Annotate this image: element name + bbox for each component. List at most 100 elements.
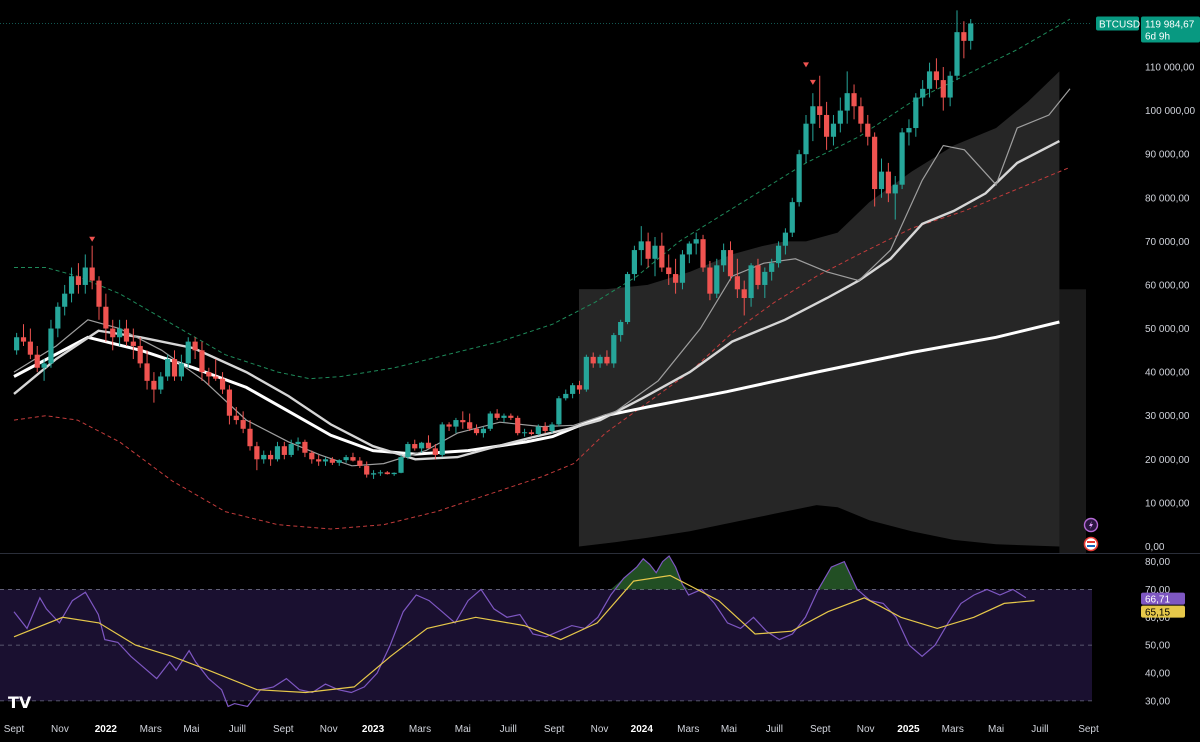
candle[interactable] — [727, 241, 734, 281]
candle[interactable] — [68, 267, 75, 303]
candle[interactable] — [885, 162, 891, 203]
candle[interactable] — [741, 280, 747, 316]
candle[interactable] — [226, 385, 233, 425]
candle[interactable] — [329, 457, 335, 465]
candle[interactable] — [762, 267, 768, 299]
candle[interactable] — [700, 234, 706, 272]
candle[interactable] — [789, 197, 795, 238]
candle[interactable] — [782, 228, 789, 255]
candle[interactable] — [130, 328, 136, 360]
candle[interactable] — [501, 413, 507, 423]
candle[interactable] — [384, 471, 390, 475]
candle[interactable] — [453, 417, 459, 434]
candle[interactable] — [350, 452, 356, 462]
candle[interactable] — [137, 337, 143, 368]
candle[interactable] — [446, 422, 452, 431]
candle[interactable] — [858, 97, 864, 133]
candle[interactable] — [583, 354, 589, 392]
candle[interactable] — [487, 411, 493, 431]
candle[interactable] — [412, 439, 418, 451]
candle[interactable] — [62, 284, 68, 316]
candle[interactable] — [357, 457, 363, 469]
candle[interactable] — [151, 372, 157, 403]
candle[interactable] — [597, 354, 603, 368]
candle[interactable] — [878, 158, 885, 198]
candle[interactable] — [439, 422, 445, 458]
candle[interactable] — [123, 319, 130, 346]
candle[interactable] — [240, 411, 246, 434]
candle[interactable] — [570, 383, 576, 399]
candle[interactable] — [343, 454, 349, 463]
candle[interactable] — [55, 302, 61, 338]
candle[interactable] — [370, 470, 377, 479]
candle[interactable] — [590, 352, 596, 368]
candle[interactable] — [515, 415, 521, 436]
candle[interactable] — [110, 319, 116, 351]
candle[interactable] — [645, 232, 651, 268]
candle[interactable] — [611, 332, 617, 368]
price-axis[interactable]: 0,00 10 000,00 20 000,00 30 000,00 40 000,00… — [1145, 63, 1195, 553]
candle[interactable] — [233, 406, 239, 425]
rsi-pane[interactable] — [0, 555, 1092, 708]
candle[interactable] — [933, 58, 940, 89]
candle[interactable] — [968, 19, 974, 50]
candle[interactable] — [274, 441, 281, 462]
candle[interactable] — [576, 380, 583, 394]
candle[interactable] — [302, 439, 308, 458]
candle[interactable] — [247, 420, 253, 451]
candle[interactable] — [377, 470, 384, 476]
candle[interactable] — [309, 450, 315, 464]
candle[interactable] — [34, 345, 40, 373]
candle[interactable] — [219, 372, 226, 394]
candle[interactable] — [659, 232, 665, 272]
candle[interactable] — [954, 10, 960, 81]
candle[interactable] — [604, 350, 610, 366]
candle[interactable] — [535, 424, 541, 436]
tradingview-logo-icon[interactable]: TV — [8, 693, 32, 712]
candle[interactable] — [549, 422, 555, 434]
candle[interactable] — [947, 71, 953, 107]
candle[interactable] — [268, 450, 274, 466]
candle[interactable] — [103, 293, 109, 342]
candle[interactable] — [14, 332, 20, 355]
candle[interactable] — [20, 324, 27, 346]
candle[interactable] — [178, 354, 184, 381]
time-axis[interactable]: Sept Nov 2022 Mars Mai Juill Sept Nov 2023 Mars Ma… — [0, 717, 1200, 737]
candle[interactable] — [295, 437, 301, 451]
candle[interactable] — [618, 319, 624, 342]
candle[interactable] — [851, 84, 857, 120]
candle[interactable] — [405, 441, 411, 460]
candle[interactable] — [734, 258, 740, 299]
candle[interactable] — [556, 396, 562, 427]
candle[interactable] — [899, 128, 905, 190]
candle[interactable] — [865, 114, 871, 146]
candle[interactable] — [830, 114, 837, 146]
candle[interactable] — [432, 444, 438, 460]
candle[interactable] — [185, 337, 191, 368]
candle[interactable] — [27, 328, 33, 360]
candle[interactable] — [707, 260, 713, 301]
candle[interactable] — [494, 409, 500, 421]
candle[interactable] — [316, 454, 322, 466]
candle[interactable] — [213, 359, 219, 381]
candle[interactable] — [926, 62, 933, 98]
candle[interactable] — [803, 114, 809, 163]
main-price-pane[interactable] — [0, 10, 1200, 554]
candle[interactable] — [192, 337, 198, 360]
candle[interactable] — [796, 149, 802, 207]
candle[interactable] — [425, 435, 432, 449]
rsi-axis[interactable]: 30,00 40,00 50,00 60,00 70,00 80,00 — [1145, 557, 1170, 707]
candle[interactable] — [254, 441, 260, 471]
candle[interactable] — [288, 439, 294, 458]
candle[interactable] — [769, 258, 775, 281]
candle[interactable] — [693, 232, 699, 255]
candle[interactable] — [748, 263, 754, 307]
candle[interactable] — [920, 80, 926, 107]
candle[interactable] — [199, 341, 205, 381]
candle[interactable] — [624, 271, 631, 325]
candle[interactable] — [322, 457, 329, 466]
candle[interactable] — [817, 75, 823, 129]
candle[interactable] — [714, 258, 720, 299]
